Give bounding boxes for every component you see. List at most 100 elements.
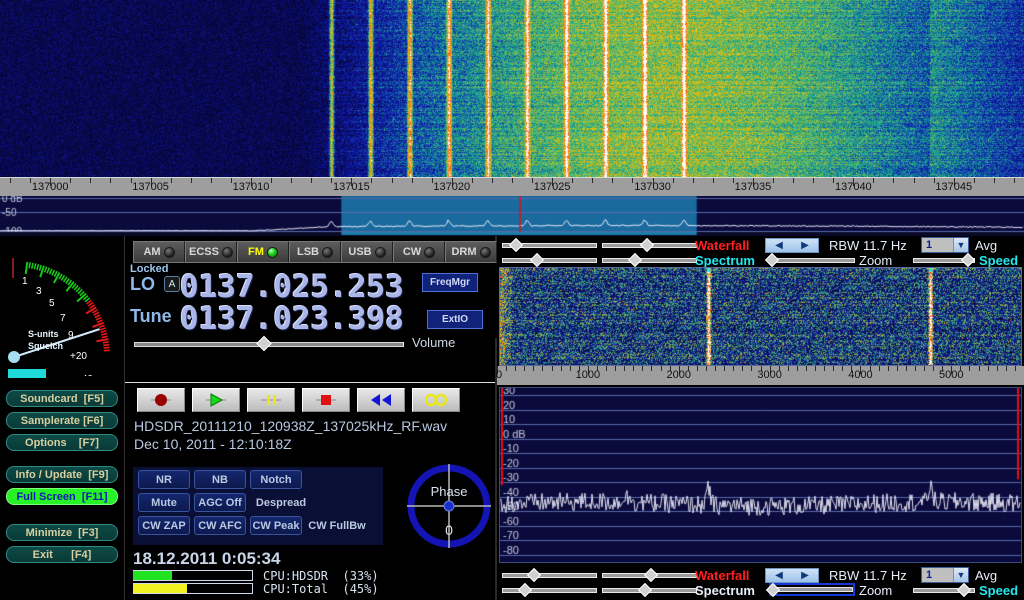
top-waterfall-label[interactable]: Waterfall	[695, 238, 750, 253]
tune-frequency-digits[interactable]: 0137.023.398	[180, 301, 404, 337]
freqmgr-button[interactable]: FreqMgr	[422, 273, 478, 292]
mode-button-drm[interactable]: DRM	[445, 241, 497, 263]
volume-thumb[interactable]	[255, 335, 272, 352]
slider-thumb[interactable]	[644, 567, 659, 583]
mode-button-fm[interactable]: FM	[237, 241, 289, 263]
top-speed-slider[interactable]	[913, 252, 975, 268]
chevron-left-icon[interactable]: ◀	[775, 240, 783, 251]
slider-thumb[interactable]	[960, 252, 975, 268]
mode-button-lsb[interactable]: LSB	[289, 241, 341, 263]
dsp-button-cw-zap[interactable]: CW ZAP	[138, 516, 190, 535]
s-meter-tick	[101, 332, 108, 336]
bottom-spectrum-brightness-slider[interactable]	[602, 582, 697, 598]
rf-spectrum-display[interactable]	[0, 196, 1024, 236]
mode-button-cw[interactable]: CW	[393, 241, 445, 263]
vertical-divider-left	[124, 236, 125, 600]
dsp-button-nr[interactable]: NR	[138, 470, 190, 489]
top-waterfall-brightness-slider[interactable]	[602, 237, 697, 253]
scale-tick	[793, 178, 795, 183]
bottom-waterfall-brightness-slider[interactable]	[602, 567, 697, 583]
bottom-spectrum-contrast-slider[interactable]	[502, 582, 597, 598]
bottom-waterfall-label[interactable]: Waterfall	[695, 568, 750, 583]
lo-band-indicator[interactable]: A	[164, 276, 180, 292]
lo-frequency-digits[interactable]: 0137.025.253	[180, 269, 404, 305]
dsp-button-nb[interactable]: NB	[194, 470, 246, 489]
phase-scope[interactable]: Phase 0	[405, 462, 493, 550]
pause-icon[interactable]	[247, 388, 295, 412]
slider-thumb[interactable]	[957, 582, 972, 598]
slider-thumb[interactable]	[530, 252, 545, 268]
left-button-info[interactable]: Info / Update [F9]	[6, 466, 118, 483]
recording-timestamp: Dec 10, 2011 - 12:10:18Z	[134, 436, 292, 452]
dsp-button-despread[interactable]: Despread	[255, 496, 307, 509]
bottom-zoom-slider[interactable]	[766, 582, 855, 598]
record-icon[interactable]	[137, 388, 185, 412]
s-meter-gauge[interactable]: 1 3 5 7 9 +20 +40 S-units Squelch	[0, 236, 124, 376]
bottom-avg-dropdown[interactable]: 1 ▼	[921, 567, 969, 583]
scale-tick	[491, 178, 493, 183]
left-button-panel: Soundcard [F5] Samplerate [F6] Options [F7…	[0, 386, 124, 600]
stop-icon[interactable]	[302, 388, 350, 412]
slider-thumb[interactable]	[765, 252, 780, 268]
rf-waterfall-display[interactable]	[0, 0, 1024, 177]
cpu-hdsdr-bar	[133, 570, 253, 581]
mode-button-usb[interactable]: USB	[341, 241, 393, 263]
left-button-minimize[interactable]: Minimize [F3]	[6, 524, 118, 541]
chevron-right-icon[interactable]: ▶	[801, 240, 809, 251]
mode-button-am[interactable]: AM	[133, 241, 185, 263]
af-scale-tick	[678, 366, 680, 374]
left-button-soundcard[interactable]: Soundcard [F5]	[6, 390, 118, 407]
slider-thumb[interactable]	[628, 252, 643, 268]
play-icon[interactable]	[192, 388, 240, 412]
s-meter-tick	[76, 292, 87, 303]
af-waterfall-display[interactable]	[499, 267, 1022, 366]
top-waterfall-contrast-slider[interactable]	[502, 237, 597, 253]
s-meter-tick	[71, 283, 77, 289]
bottom-spectrum-label[interactable]: Spectrum	[695, 583, 755, 598]
slider-thumb[interactable]	[637, 582, 652, 598]
dsp-button-cw-fullbw[interactable]: CW FullBw	[308, 519, 366, 532]
slider-thumb[interactable]	[766, 582, 781, 598]
squelch-level-bar[interactable]	[8, 369, 46, 378]
dsp-button-agc-off[interactable]: AGC Off	[194, 493, 246, 512]
slider-thumb[interactable]	[639, 237, 654, 253]
dsp-button-cw-afc[interactable]: CW AFC	[194, 516, 246, 535]
left-button-exit[interactable]: Exit [F4]	[6, 546, 118, 563]
loop-icon[interactable]	[412, 388, 460, 412]
chevron-right-icon[interactable]: ▶	[801, 570, 809, 581]
scale-tick	[813, 178, 815, 183]
af-frequency-scale[interactable]: 0 1000 2000 3000 4000 5000	[496, 366, 1024, 385]
chevron-down-icon[interactable]: ▼	[953, 568, 968, 582]
left-button-options[interactable]: Options [F7]	[6, 434, 118, 451]
dsp-button-cw-peak[interactable]: CW Peak	[250, 516, 302, 535]
chevron-left-icon[interactable]: ◀	[775, 570, 783, 581]
demod-mode-bar: AM ECSS FM LSB USB CW DRM	[133, 241, 497, 263]
chevron-down-icon[interactable]: ▼	[953, 238, 968, 252]
slider-thumb[interactable]	[517, 582, 532, 598]
top-spectrum-brightness-slider[interactable]	[602, 252, 697, 268]
top-zoom-slider[interactable]	[765, 252, 855, 268]
left-button-samplerate[interactable]: Samplerate [F6]	[6, 412, 118, 429]
s-meter-tick	[33, 263, 37, 270]
af-spectrum-display[interactable]	[499, 387, 1022, 563]
rf-frequency-scale[interactable]: 137000 137005 137010 137015 137020 137025 1370…	[0, 177, 1024, 196]
mode-button-ecss[interactable]: ECSS	[185, 241, 237, 263]
rewind-icon[interactable]	[357, 388, 405, 412]
volume-slider[interactable]	[134, 335, 404, 352]
bottom-speed-slider[interactable]	[913, 582, 975, 598]
top-spectrum-label[interactable]: Spectrum	[695, 253, 755, 268]
slider-thumb[interactable]	[527, 567, 542, 583]
dsp-button-notch[interactable]: Notch	[250, 470, 302, 489]
bottom-waterfall-contrast-slider[interactable]	[502, 567, 597, 583]
bottom-rbw-stepper[interactable]: ◀ ▶	[765, 568, 819, 583]
left-button-full[interactable]: Full Screen [F11]	[6, 488, 118, 505]
top-rbw-stepper[interactable]: ◀ ▶	[765, 238, 819, 253]
top-spectrum-contrast-slider[interactable]	[502, 252, 597, 268]
af-scale-tick	[660, 366, 662, 371]
top-avg-dropdown[interactable]: 1 ▼	[921, 237, 969, 253]
s-meter-tick	[100, 329, 107, 334]
slider-thumb[interactable]	[509, 237, 524, 253]
extio-button[interactable]: ExtIO	[427, 310, 483, 329]
dsp-button-mute[interactable]: Mute	[138, 493, 190, 512]
right-controls-top-row2: Spectrum Zoom Speed	[497, 252, 1024, 268]
